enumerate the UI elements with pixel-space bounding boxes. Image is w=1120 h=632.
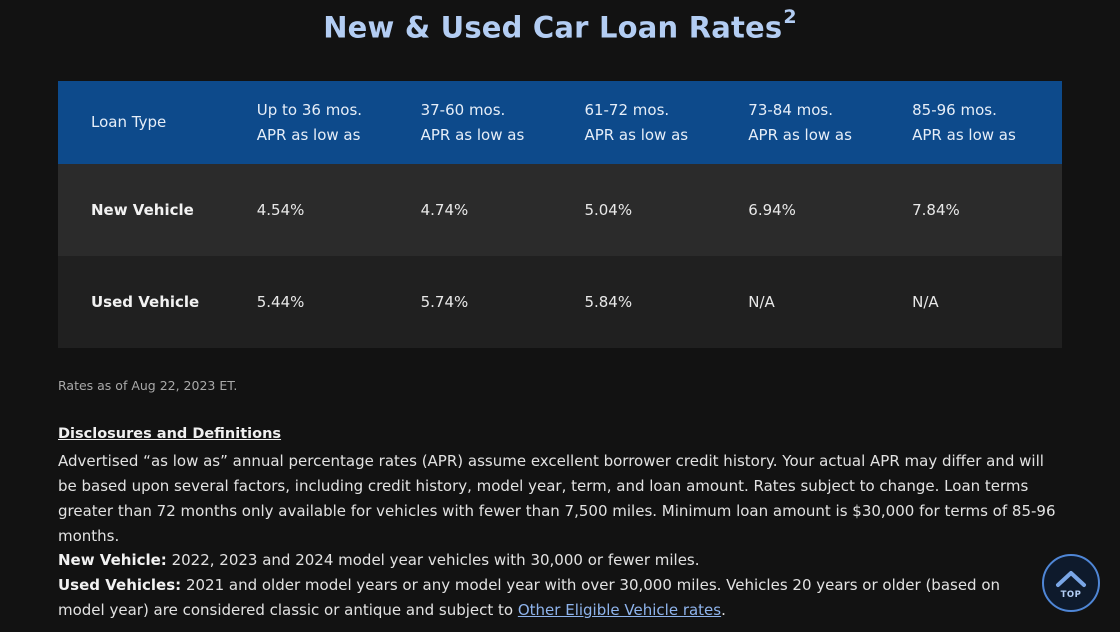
used-vehicle-label: Used Vehicles:: [58, 576, 182, 594]
rate-cell: 4.54%: [256, 201, 305, 219]
row-label: New Vehicle: [91, 201, 194, 219]
rate-cell: 4.74%: [420, 201, 469, 219]
header-col-5: 85-96 mos. APR as low as: [898, 81, 1062, 164]
back-to-top-label: TOP: [1060, 590, 1082, 600]
header-sub: APR as low as: [420, 125, 525, 144]
chevron-up-icon: [1056, 571, 1086, 587]
page-title-text: New & Used Car Loan Rates: [323, 10, 783, 45]
header-col-4: 73-84 mos. APR as low as: [734, 81, 898, 164]
used-vehicle-definition: Used Vehicles: 2021 and older model year…: [58, 573, 1048, 623]
rate-cell: 5.74%: [420, 293, 469, 311]
header-loan-type: Loan Type: [91, 113, 167, 131]
rate-cell: 5.44%: [256, 293, 305, 311]
header-sub: APR as low as: [912, 125, 1016, 144]
rates-table: Loan Type Up to 36 mos. APR as low as 37-…: [58, 81, 1062, 348]
header-term: Up to 36 mos.: [256, 100, 363, 119]
header-term: 37-60 mos.: [420, 100, 506, 119]
table-header-row: Loan Type Up to 36 mos. APR as low as 37-…: [58, 81, 1062, 164]
header-sub: APR as low as: [256, 125, 361, 144]
back-to-top-button[interactable]: TOP: [1042, 554, 1100, 612]
rates-as-of: Rates as of Aug 22, 2023 ET.: [58, 378, 238, 393]
definition-end: .: [721, 601, 726, 619]
rate-cell: 5.04%: [584, 201, 633, 219]
footnote-marker[interactable]: 2: [783, 6, 797, 28]
header-sub: APR as low as: [584, 125, 689, 144]
rate-cell: 7.84%: [912, 201, 960, 219]
header-col-3: 61-72 mos. APR as low as: [570, 81, 734, 164]
new-vehicle-definition: New Vehicle: 2022, 2023 and 2024 model y…: [58, 548, 1048, 573]
rate-cell: 5.84%: [584, 293, 633, 311]
row-label: Used Vehicle: [91, 293, 200, 311]
table-row-new-vehicle: New Vehicle 4.54% 4.74% 5.04% 6.94% 7.84…: [58, 164, 1062, 256]
disclosures-body: Advertised “as low as” annual percentage…: [58, 452, 1056, 545]
new-vehicle-label: New Vehicle:: [58, 551, 167, 569]
rate-cell: N/A: [748, 293, 775, 311]
disclosures-heading: Disclosures and Definitions: [58, 426, 282, 442]
header-term: 73-84 mos.: [748, 100, 834, 119]
used-vehicle-text: 2021 and older model years or any model …: [58, 576, 1001, 619]
new-vehicle-text: 2022, 2023 and 2024 model year vehicles …: [166, 551, 700, 569]
header-col-2: 37-60 mos. APR as low as: [407, 81, 571, 164]
page-title: New & Used Car Loan Rates2: [0, 6, 1120, 45]
other-eligible-vehicle-rates-link[interactable]: Other Eligible Vehicle rates: [517, 601, 722, 619]
header-col-1: Up to 36 mos. APR as low as: [243, 81, 407, 164]
vehicle-definitions: New Vehicle: 2022, 2023 and 2024 model y…: [58, 548, 1048, 623]
rate-cell: 6.94%: [748, 201, 796, 219]
header-term: 85-96 mos.: [912, 100, 997, 119]
header-sub: APR as low as: [748, 125, 852, 144]
table-row-used-vehicle: Used Vehicle 5.44% 5.74% 5.84% N/A N/A: [58, 256, 1062, 348]
header-term: 61-72 mos.: [584, 100, 670, 119]
rate-cell: N/A: [912, 293, 939, 311]
